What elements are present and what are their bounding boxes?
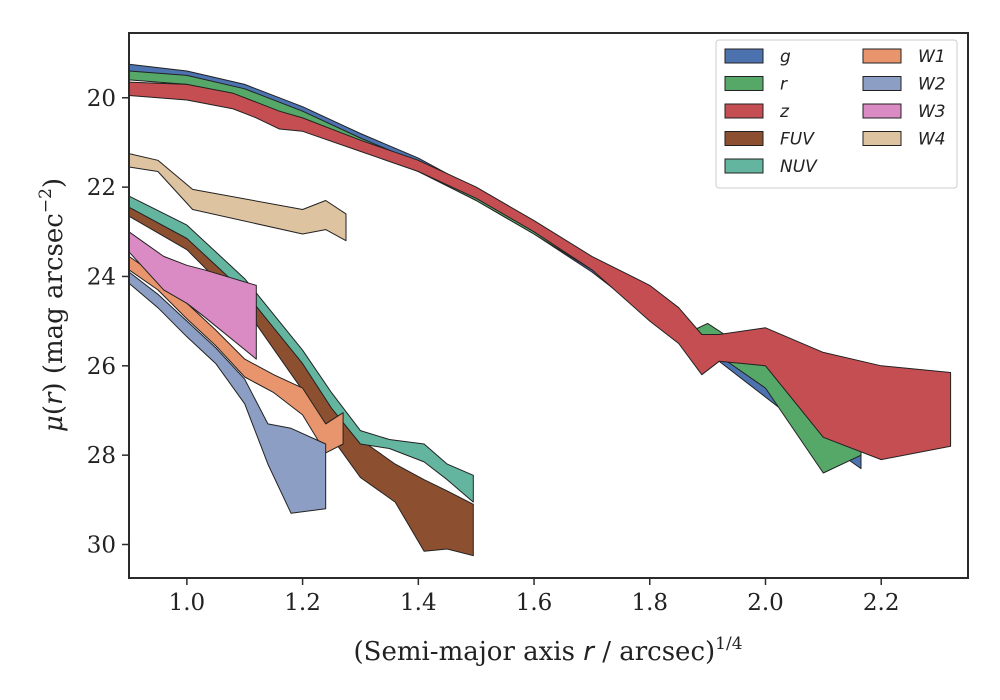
band-w1: [128, 255, 344, 454]
x-tick-label: 2.0: [747, 590, 784, 616]
y-tick-label: 30: [87, 532, 116, 558]
y-tick-label: 26: [87, 354, 116, 380]
legend-item-w1: W1: [862, 47, 946, 67]
legend-label: NUV: [780, 157, 818, 177]
legend-item-nuv: NUV: [724, 157, 818, 177]
legend-swatch: [724, 76, 764, 91]
legend-label: g: [780, 47, 791, 67]
legend: grz FUV NUV W1 W2 W3 W4: [715, 39, 958, 189]
legend-item-w3: W3: [862, 102, 946, 122]
band-w4: [128, 153, 347, 242]
legend-item-g: g: [724, 47, 791, 67]
legend-label: W3: [918, 102, 946, 122]
legend-item-z: z: [724, 102, 790, 122]
legend-label: W4: [918, 130, 946, 150]
plot-frame: [128, 32, 969, 579]
legend-item-r: r: [724, 75, 788, 95]
legend-swatch: [862, 76, 902, 91]
legend-label: z: [779, 102, 790, 122]
x-tick-label: 1.4: [400, 590, 437, 616]
x-tick-label: 2.2: [863, 590, 900, 616]
y-tick-label: 24: [87, 264, 116, 290]
band-w2: [128, 271, 327, 514]
y-tick-label: 20: [87, 86, 116, 112]
x-tick-label: 1.8: [631, 590, 668, 616]
legend-item-w4: W4: [862, 130, 946, 150]
x-tick-label: 1.2: [284, 590, 321, 616]
profile-bands: [128, 63, 952, 557]
legend-item-w2: W2: [862, 75, 946, 95]
y-tick-label: 28: [87, 443, 116, 469]
legend-swatch: [724, 48, 764, 64]
legend-label: W1: [918, 47, 946, 67]
legend-swatch: [862, 103, 902, 119]
legend-label: FUV: [780, 130, 815, 150]
legend-swatch: [862, 48, 902, 64]
band-w3: [128, 231, 257, 360]
legend-item-fuv: FUV: [724, 130, 815, 150]
x-tick-label: 1.0: [169, 590, 206, 616]
y-axis: 20 22 24 26 28 30: [87, 86, 129, 558]
x-axis: 1.0 1.2 1.4 1.6 1.8 2.0 2.2: [169, 578, 900, 616]
x-axis-label: (Semi-major axis r / arcsec)1/4: [353, 634, 742, 667]
legend-swatch: [724, 158, 764, 174]
band-z: [128, 81, 952, 461]
legend-swatch: [862, 131, 902, 146]
legend-swatch: [724, 131, 764, 146]
y-axis-label: μ(r) (mag arcsec−2): [36, 178, 69, 432]
band-nuv: [128, 195, 474, 503]
legend-label: r: [780, 75, 788, 95]
legend-swatch: [724, 103, 764, 119]
x-tick-label: 1.6: [516, 590, 553, 616]
y-tick-label: 22: [87, 175, 116, 201]
legend-label: W2: [918, 75, 946, 95]
